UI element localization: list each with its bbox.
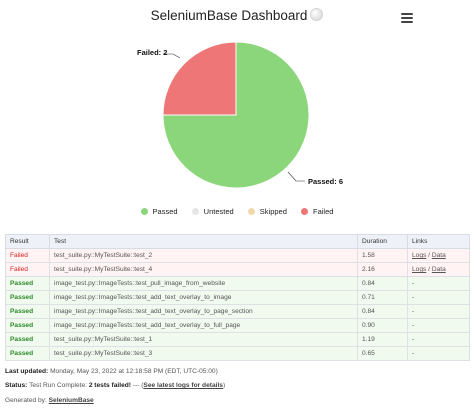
last-updated-value: Monday, May 23, 2022 at 12:18:58 PM (EDT…	[48, 368, 218, 375]
result-cell: Passed	[5, 332, 50, 347]
links-cell: Logs / Data	[407, 248, 470, 263]
results-table: Result Test Duration Links Failed test_s…	[5, 234, 470, 361]
generated-by-line: Generated by: SeleniumBase	[5, 397, 94, 404]
duration-cell: 0.90	[357, 318, 408, 333]
duration-cell: 0.84	[357, 276, 408, 291]
result-cell: Passed	[5, 346, 50, 361]
status-line: Status: Test Run Complete: 2 tests faile…	[5, 382, 225, 389]
links-cell: -	[407, 290, 470, 305]
status-text: Test Run Complete:	[27, 382, 89, 389]
logs-link[interactable]: Logs	[412, 266, 427, 273]
table-row: Passed test_suite.py::MyTestSuite::test_…	[5, 346, 470, 361]
column-header-test[interactable]: Test	[49, 234, 358, 249]
legend-swatch-skipped	[247, 208, 255, 215]
page-title-text: SeleniumBase Dashboard	[150, 8, 308, 23]
links-separator: /	[426, 266, 432, 273]
test-name-cell: test_suite.py::MyTestSuite::test_3	[49, 346, 358, 361]
last-updated-label: Last updated:	[5, 368, 49, 375]
seleniumbase-link[interactable]: SeleniumBase	[48, 397, 94, 404]
legend-swatch-failed	[301, 208, 308, 215]
links-cell: Logs / Data	[407, 262, 470, 277]
links-cell: -	[407, 276, 470, 291]
links-separator: /	[426, 252, 432, 259]
legend-item-passed[interactable]: Passed	[140, 207, 178, 216]
column-header-links[interactable]: Links	[407, 234, 470, 249]
test-name-cell: test_suite.py::MyTestSuite::test_4	[49, 262, 358, 277]
table-row: Passed image_test.py::ImageTests::test_a…	[5, 304, 470, 319]
table-row: Failed test_suite.py::MyTestSuite::test_…	[5, 262, 470, 277]
legend-item-untested[interactable]: Untested	[191, 207, 234, 216]
test-name-cell: test_suite.py::MyTestSuite::test_2	[49, 248, 358, 263]
links-cell: -	[407, 346, 470, 361]
table-row: Passed image_test.py::ImageTests::test_p…	[5, 276, 470, 291]
column-header-result[interactable]: Result	[5, 234, 50, 249]
duration-cell: 1.19	[357, 332, 408, 347]
status-circle-icon	[310, 8, 324, 21]
result-cell: Passed	[5, 290, 50, 305]
table-row: Passed image_test.py::ImageTests::test_a…	[5, 290, 470, 305]
status-dash: --- (	[130, 382, 144, 389]
last-updated-line: Last updated: Monday, May 23, 2022 at 12…	[5, 368, 218, 375]
latest-logs-link[interactable]: See latest logs for details	[143, 382, 223, 389]
test-name-cell: image_test.py::ImageTests::test_add_text…	[49, 290, 358, 305]
data-link[interactable]: Data	[431, 252, 446, 259]
duration-cell: 0.65	[357, 346, 408, 361]
result-cell: Failed	[5, 262, 50, 277]
connector-failed	[163, 53, 181, 59]
test-name-cell: image_test.py::ImageTests::test_add_text…	[49, 318, 358, 333]
result-cell: Passed	[5, 276, 50, 291]
test-name-cell: image_test.py::ImageTests::test_pull_ima…	[49, 276, 358, 291]
result-cell: Failed	[5, 248, 50, 263]
legend-label-passed: Passed	[152, 207, 178, 216]
generated-by-label: Generated by:	[5, 397, 49, 404]
test-name-cell: test_suite.py::MyTestSuite::test_1	[49, 332, 358, 347]
status-failed-count: 2 tests failed!	[88, 382, 131, 389]
legend-label-failed: Failed	[313, 207, 334, 216]
table-header-row: Result Test Duration Links	[5, 234, 470, 249]
duration-cell: 0.71	[357, 290, 408, 305]
links-cell: -	[407, 318, 470, 333]
legend-item-skipped[interactable]: Skipped	[247, 207, 287, 216]
pie-slice-passed[interactable]	[162, 41, 310, 189]
legend-label-untested: Untested	[203, 207, 234, 216]
legend-label-skipped: Skipped	[259, 207, 287, 216]
duration-cell: 1.58	[357, 248, 408, 263]
logs-link[interactable]: Logs	[412, 252, 427, 259]
page-title: SeleniumBase Dashboard	[0, 8, 474, 23]
pie-chart-svg	[162, 41, 310, 189]
result-cell: Passed	[5, 318, 50, 333]
table-row: Passed image_test.py::ImageTests::test_a…	[5, 318, 470, 333]
pie-slice-failed[interactable]	[162, 41, 237, 116]
pie-label-passed: Passed: 6	[308, 177, 344, 186]
result-cell: Passed	[5, 304, 50, 319]
duration-cell: 0.84	[357, 304, 408, 319]
duration-cell: 2.16	[357, 262, 408, 277]
results-pie-chart: Failed: 2 Passed: 6	[0, 30, 474, 200]
hamburger-menu-icon[interactable]	[401, 13, 413, 23]
legend-item-failed[interactable]: Failed	[301, 207, 333, 216]
dashboard-header: SeleniumBase Dashboard	[0, 0, 474, 32]
data-link[interactable]: Data	[431, 266, 446, 273]
chart-legend: Passed Untested Skipped Failed	[0, 207, 474, 221]
links-cell: -	[407, 332, 470, 347]
status-close: )	[222, 382, 226, 389]
test-name-cell: image_test.py::ImageTests::test_add_text…	[49, 304, 358, 319]
status-label: Status:	[5, 382, 28, 389]
legend-swatch-untested	[191, 208, 199, 215]
pie-label-failed: Failed: 2	[137, 48, 168, 57]
connector-passed	[287, 171, 305, 182]
table-row: Passed test_suite.py::MyTestSuite::test_…	[5, 332, 470, 347]
column-header-duration[interactable]: Duration	[357, 234, 408, 249]
table-row: Failed test_suite.py::MyTestSuite::test_…	[5, 248, 470, 263]
links-cell: -	[407, 304, 470, 319]
legend-swatch-passed	[140, 208, 148, 215]
